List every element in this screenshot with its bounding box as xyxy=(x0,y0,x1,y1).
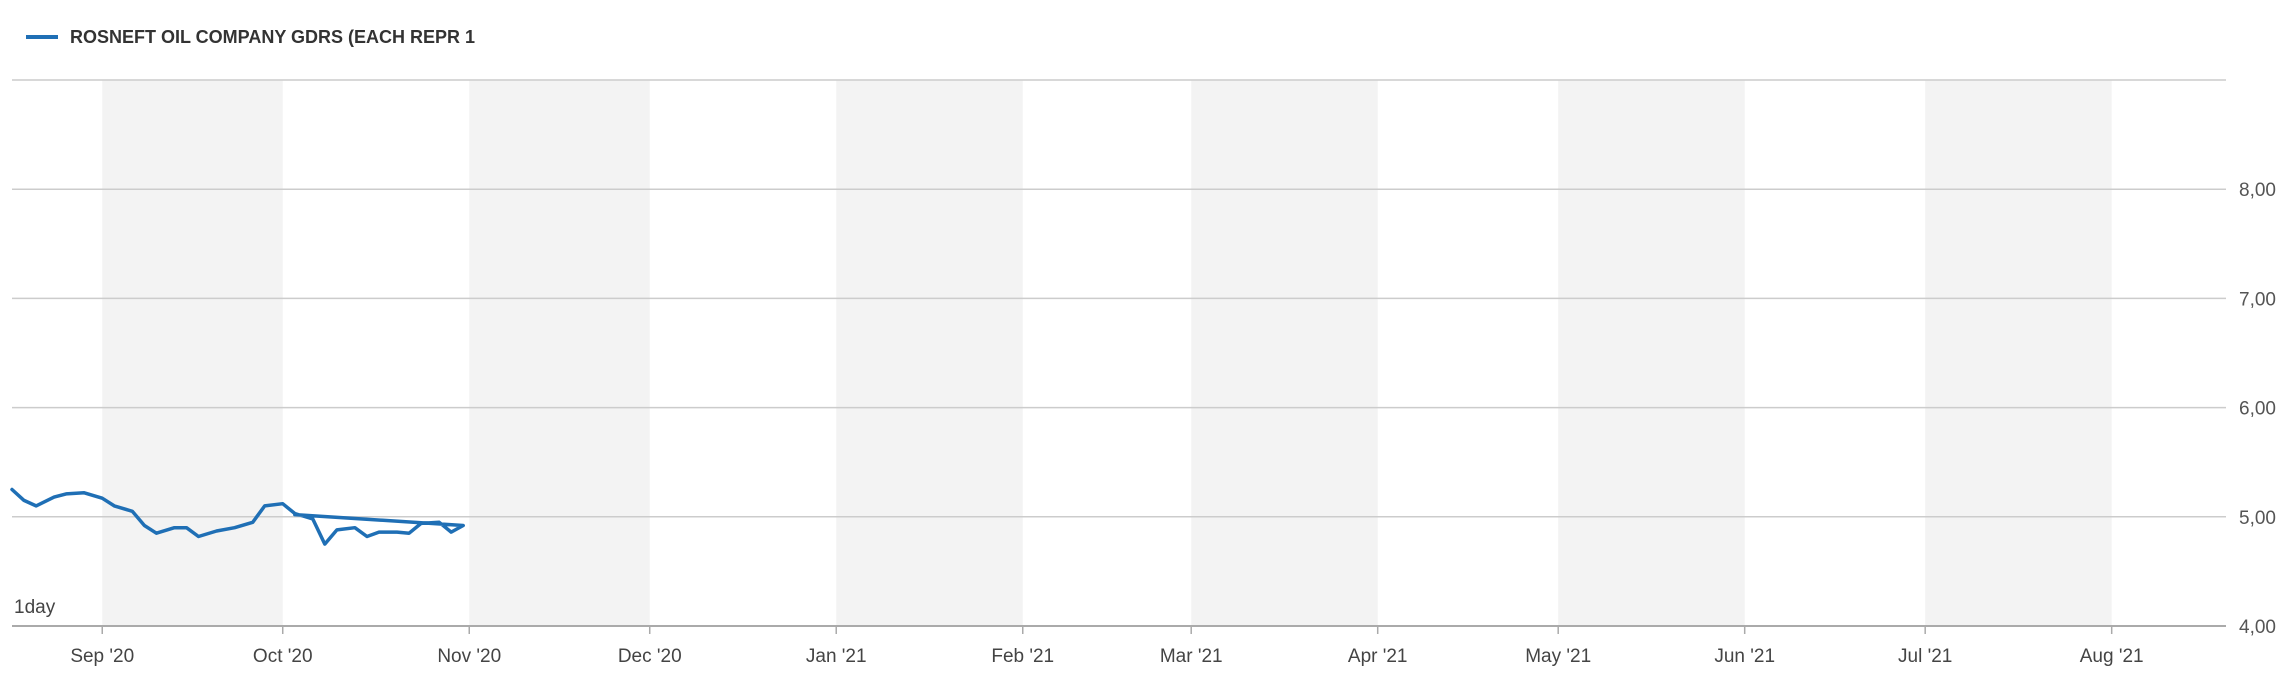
legend[interactable]: ROSNEFT OIL COMPANY GDRS (EACH REPR 1 xyxy=(26,27,475,47)
x-tick-label: Dec '20 xyxy=(618,646,682,667)
series-line xyxy=(10,487,465,546)
y-tick-label: 6,00 xyxy=(2239,399,2276,420)
x-axis-ticks: Sep '20 Oct '20 Nov '20 Dec '20 Jan '21 Feb '… xyxy=(70,626,2144,667)
y-tick-label: 5,00 xyxy=(2239,508,2276,529)
x-tick-label: Jun '21 xyxy=(1714,646,1775,667)
x-tick-label: Jul '21 xyxy=(1898,646,1952,667)
x-tick-label: Mar '21 xyxy=(1160,646,1223,667)
month-band xyxy=(1925,80,2112,626)
x-tick-label: May '21 xyxy=(1525,646,1591,667)
x-tick-label: Apr '21 xyxy=(1348,646,1408,667)
month-band xyxy=(1191,80,1378,626)
x-tick-label: Feb '21 xyxy=(991,646,1054,667)
series-layer xyxy=(10,487,465,546)
x-tick-label: Nov '20 xyxy=(437,646,501,667)
month-bands xyxy=(102,80,2112,626)
y-axis-ticks: 4,00 5,00 6,00 7,00 8,00 xyxy=(2239,180,2276,638)
legend-label: ROSNEFT OIL COMPANY GDRS (EACH REPR 1 xyxy=(70,27,475,47)
grid-lines xyxy=(12,79,2226,627)
x-tick-label: Oct '20 xyxy=(253,646,313,667)
month-band xyxy=(836,80,1023,626)
y-tick-label: 4,00 xyxy=(2239,617,2276,638)
month-band xyxy=(102,80,283,626)
x-tick-label: Aug '21 xyxy=(2080,646,2144,667)
month-band xyxy=(1558,80,1745,626)
period-label: 1day xyxy=(14,597,56,618)
x-tick-label: Jan '21 xyxy=(806,646,867,667)
y-tick-label: 7,00 xyxy=(2239,289,2276,310)
y-tick-label: 8,00 xyxy=(2239,180,2276,201)
month-band xyxy=(469,80,650,626)
x-tick-label: Sep '20 xyxy=(70,646,134,667)
